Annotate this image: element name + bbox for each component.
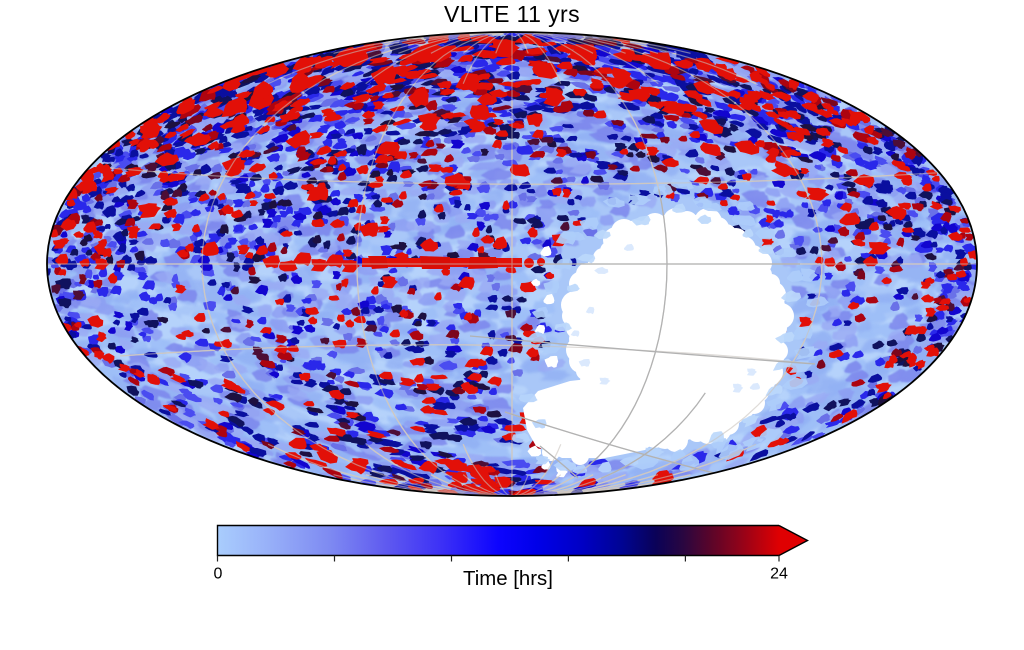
svg-text:Time [hrs]: Time [hrs]	[463, 568, 553, 590]
svg-text:VLITE 11 yrs: VLITE 11 yrs	[444, 1, 580, 27]
svg-text:0: 0	[214, 566, 223, 583]
svg-text:24: 24	[770, 566, 788, 583]
